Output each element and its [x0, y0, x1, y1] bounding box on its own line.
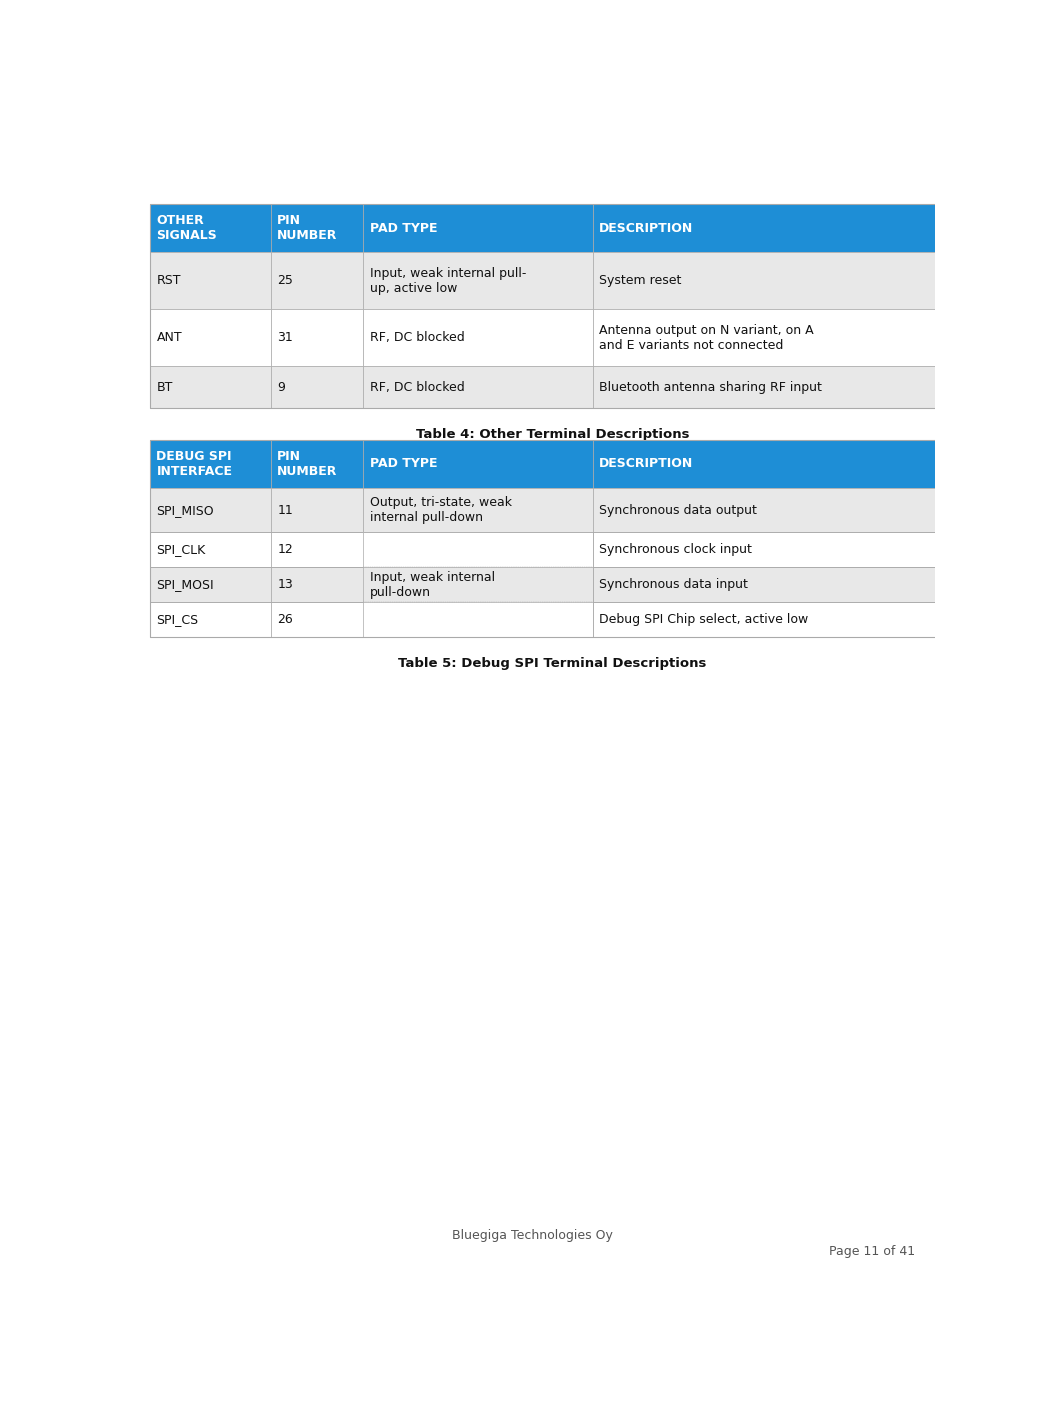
Bar [150, 252, 271, 309]
Bar [364, 532, 593, 567]
Text: RF, DC blocked: RF, DC blocked [370, 380, 464, 393]
Bar [271, 252, 364, 309]
Text: 31: 31 [277, 331, 293, 345]
Bar [271, 366, 364, 408]
Text: Synchronous data input: Synchronous data input [600, 579, 748, 591]
Bar [364, 309, 593, 366]
Bar [271, 440, 364, 489]
Text: PAD TYPE: PAD TYPE [370, 457, 437, 470]
Text: DEBUG SPI
INTERFACE: DEBUG SPI INTERFACE [157, 450, 233, 477]
Bar [150, 603, 271, 637]
Text: Input, weak internal pull-
up, active low: Input, weak internal pull- up, active lo… [370, 266, 526, 295]
Text: SPI_MISO: SPI_MISO [157, 503, 214, 516]
Bar [364, 567, 593, 603]
Bar [593, 603, 955, 637]
Bar [364, 532, 593, 567]
Bar [364, 252, 593, 309]
Bar [271, 567, 364, 603]
Bar [593, 532, 955, 567]
Bar [271, 603, 364, 637]
Bar [150, 366, 271, 408]
Bar [593, 252, 955, 309]
Bar [364, 603, 593, 637]
Text: Debug SPI Chip select, active low: Debug SPI Chip select, active low [600, 613, 808, 626]
Bar [593, 309, 955, 366]
Text: Page 11 of 41: Page 11 of 41 [829, 1245, 915, 1258]
Text: PIN
NUMBER: PIN NUMBER [277, 450, 338, 477]
Bar [150, 440, 271, 489]
Text: 9: 9 [277, 380, 285, 393]
Bar [271, 532, 364, 567]
Bar [364, 489, 593, 532]
Bar [593, 440, 955, 489]
Text: 12: 12 [277, 543, 293, 556]
Bar [364, 567, 593, 603]
Bar [593, 204, 955, 252]
Bar [271, 204, 364, 252]
Text: DESCRIPTION: DESCRIPTION [600, 457, 694, 470]
Text: SPI_CLK: SPI_CLK [157, 543, 206, 556]
Text: System reset: System reset [600, 274, 682, 288]
Bar [150, 532, 271, 567]
Text: 13: 13 [277, 579, 293, 591]
Text: Output, tri-state, weak
internal pull-down: Output, tri-state, weak internal pull-do… [370, 496, 512, 524]
Text: PAD TYPE: PAD TYPE [370, 221, 437, 235]
Bar [150, 309, 271, 366]
Bar [593, 366, 955, 408]
Bar [150, 204, 955, 408]
Bar [593, 567, 955, 603]
Text: Table 5: Debug SPI Terminal Descriptions: Table 5: Debug SPI Terminal Descriptions [398, 657, 707, 670]
Text: SPI_MOSI: SPI_MOSI [157, 579, 214, 591]
Text: Bluetooth antenna sharing RF input: Bluetooth antenna sharing RF input [600, 380, 822, 393]
Text: OTHER
SIGNALS: OTHER SIGNALS [157, 214, 217, 242]
Text: Bluegiga Technologies Oy: Bluegiga Technologies Oy [452, 1228, 613, 1241]
Bar [150, 440, 955, 637]
Bar [593, 489, 955, 532]
Text: DESCRIPTION: DESCRIPTION [600, 221, 694, 235]
Bar [364, 440, 593, 489]
Text: RF, DC blocked: RF, DC blocked [370, 331, 464, 345]
Bar [364, 366, 593, 408]
Text: 26: 26 [277, 613, 293, 626]
Text: PIN
NUMBER: PIN NUMBER [277, 214, 338, 242]
Bar [271, 489, 364, 532]
Bar [364, 603, 593, 637]
Text: 25: 25 [277, 274, 293, 288]
Bar [150, 567, 271, 603]
Text: 11: 11 [277, 503, 293, 516]
Bar [150, 489, 271, 532]
Text: Synchronous data output: Synchronous data output [600, 503, 757, 516]
Text: Table 4: Other Terminal Descriptions: Table 4: Other Terminal Descriptions [416, 428, 689, 440]
Text: BT: BT [157, 380, 172, 393]
Bar [364, 532, 593, 637]
Text: Input, weak internal
pull-down: Input, weak internal pull-down [370, 570, 495, 598]
Bar [271, 309, 364, 366]
Text: SPI_CS: SPI_CS [157, 613, 198, 626]
Bar [150, 204, 271, 252]
Bar [364, 204, 593, 252]
Text: ANT: ANT [157, 331, 182, 345]
Text: Antenna output on N variant, on A
and E variants not connected: Antenna output on N variant, on A and E … [600, 323, 814, 352]
Text: RST: RST [157, 274, 181, 288]
Text: Synchronous clock input: Synchronous clock input [600, 543, 752, 556]
